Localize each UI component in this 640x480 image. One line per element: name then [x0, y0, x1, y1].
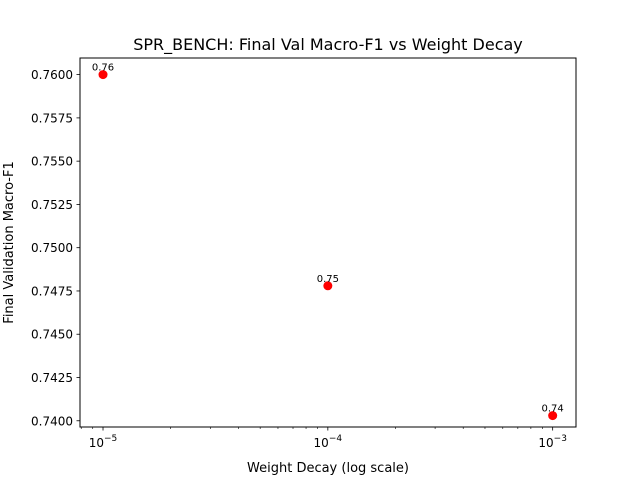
y-tick-label: 0.7475 — [31, 284, 73, 298]
data-point — [323, 281, 333, 291]
y-tick-label: 0.7525 — [31, 198, 73, 212]
data-label: 0.74 — [542, 404, 564, 415]
data-label: 0.75 — [317, 274, 339, 285]
axes-frame — [79, 57, 577, 428]
x-tick-label: 10−3 — [538, 434, 567, 450]
y-axis-label: Final Validation Macro-F1 — [2, 161, 17, 323]
y-tick-label: 0.7600 — [31, 68, 73, 82]
data-label: 0.76 — [92, 63, 114, 74]
x-tick-label: 10−4 — [314, 434, 343, 450]
y-tick-label: 0.7575 — [31, 111, 73, 125]
y-tick-label: 0.7400 — [31, 414, 73, 428]
y-tick-label: 0.7500 — [31, 241, 73, 255]
x-tick-label: 10−5 — [89, 434, 118, 450]
y-tick-label: 0.7425 — [31, 371, 73, 385]
y-tick-label: 0.7450 — [31, 328, 73, 342]
x-axis-label: Weight Decay (log scale) — [247, 461, 409, 476]
data-point — [98, 70, 108, 80]
plot-area: 10−5 10−4 10−3 0.7400 0.7425 0.7450 0.7475 0.75… — [31, 63, 567, 450]
data-point — [548, 411, 558, 421]
chart-title: SPR_BENCH: Final Val Macro-F1 vs Weight … — [133, 35, 523, 55]
y-tick-label: 0.7550 — [31, 155, 73, 169]
